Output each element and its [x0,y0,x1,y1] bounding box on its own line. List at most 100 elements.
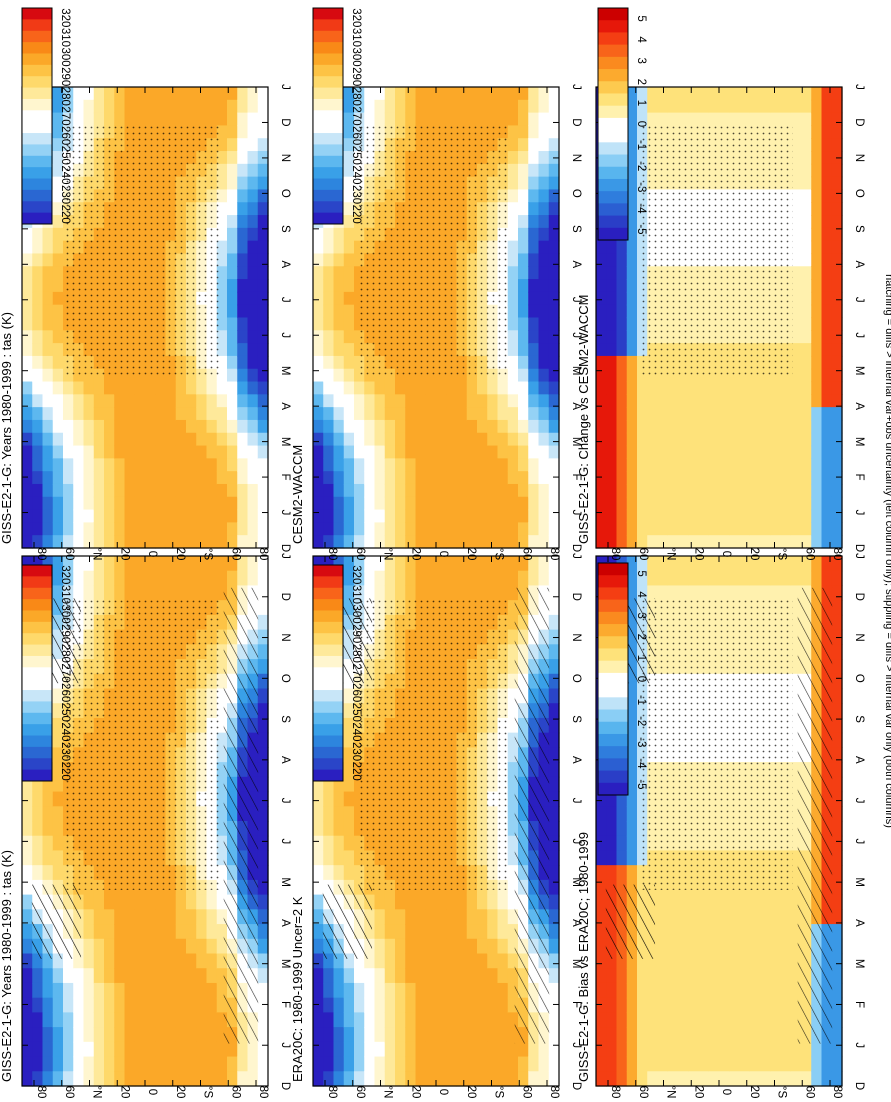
heatmap-cell [528,240,540,255]
heatmap-cell [606,330,618,344]
heatmap-cell [323,535,335,549]
heatmap-cell [257,968,269,984]
heatmap-cell [155,522,167,536]
heatmap-cell [323,419,335,434]
heatmap-cell [52,747,64,763]
heatmap-cell [487,522,499,536]
colorbar-swatch [313,576,343,589]
heatmap-cell [518,483,529,498]
heatmap-cell [626,556,638,572]
colorbar-swatch [22,565,52,577]
heatmap-cell [466,982,478,999]
y-tick-label: °N [91,1086,103,1099]
heatmap-cell [343,99,355,114]
heatmap-cell [606,458,618,472]
heatmap-cell [216,458,228,472]
heatmap-cell [134,445,146,459]
heatmap-cell [42,509,54,523]
heatmap-cell [313,253,324,267]
heatmap-cell [626,968,638,984]
panel-title: GISS-E2-1-G: Bias vs ERA20C; 1980-1999 [576,832,591,1082]
heatmap-cell [596,806,607,822]
heatmap-cell [415,1041,427,1058]
heatmap-cell [333,791,345,807]
heatmap-cell [436,471,447,485]
heatmap-cell [333,253,345,267]
heatmap-cell [739,570,751,587]
heatmap-cell [237,279,249,293]
heatmap-cell [415,1071,427,1087]
heatmap-cell [32,509,44,523]
stippling [640,598,793,890]
heatmap-cell [770,1012,782,1028]
heatmap-cell [247,419,259,434]
heatmap-cell [124,87,136,101]
heatmap-cell [32,355,44,370]
heatmap-cell [446,953,458,969]
heatmap-cell [32,483,44,498]
y-tick-label: 20 [465,1086,477,1099]
heatmap-cell [466,432,478,447]
colorbar-swatch [313,701,343,714]
heatmap-cell [384,522,396,536]
heatmap-cell [446,1056,458,1072]
x-tick-label: N [279,633,291,641]
heatmap-cell [626,806,638,822]
heatmap-cell [124,968,136,984]
heatmap-cell [145,483,156,498]
heatmap-cell [63,1071,74,1087]
heatmap-cell [22,776,33,793]
heatmap-cell [83,535,95,549]
x-tick-label: D [279,544,291,552]
heatmap-cell [616,394,628,408]
heatmap-cell [216,953,228,969]
heatmap-cell [538,381,550,395]
heatmap-cell [73,1056,85,1072]
heatmap-cell [343,1071,355,1087]
heatmap-cell [237,253,249,267]
heatmap-cell [32,419,44,434]
heatmap-cell [206,394,218,408]
heatmap-cell [538,394,550,408]
heatmap-cell [22,355,33,370]
heatmap-cell [436,1012,447,1028]
heatmap-cell [114,997,126,1013]
heatmap-cell [425,483,437,498]
heatmap-cell [606,1027,618,1043]
heatmap-cell [667,953,679,969]
heatmap-cell [528,394,540,408]
heatmap-cell [497,535,509,549]
colorbar-swatch [22,212,52,225]
heatmap-cell [708,1027,720,1043]
colorbar-swatch [598,685,628,698]
heatmap-cell [196,535,208,549]
heatmap-cell [343,982,355,999]
heatmap-cell [507,240,519,255]
heatmap-cell [616,266,628,280]
heatmap-cell [114,982,126,999]
heatmap-cell [52,445,64,459]
heatmap-cell [227,112,238,127]
heatmap-cell [831,806,843,822]
heatmap-cell [507,266,519,280]
heatmap-cell [425,535,437,549]
heatmap-cell [227,483,238,498]
heatmap-cell [739,1012,751,1028]
colorbar-swatch [22,724,52,737]
heatmap-cell [124,419,136,434]
heatmap-cell [395,585,406,601]
y-tick-label: °S [776,1086,788,1099]
heatmap-cell [729,570,741,587]
heatmap-cell [216,629,228,645]
heatmap-cell [32,835,44,852]
heatmap-cell [364,1041,376,1058]
colorbar-tick-label: 220 [59,205,71,224]
heatmap-cell [63,483,74,498]
heatmap-cell [770,1056,782,1072]
heatmap-cell [831,1027,843,1043]
heatmap-cell [313,240,324,255]
heatmap-cell [477,1071,488,1087]
heatmap-cell [456,381,468,395]
panel-title: GISS-E2-1-G: Years 1980-1999 : tas (K) [0,312,14,544]
heatmap-cell [657,1041,669,1058]
